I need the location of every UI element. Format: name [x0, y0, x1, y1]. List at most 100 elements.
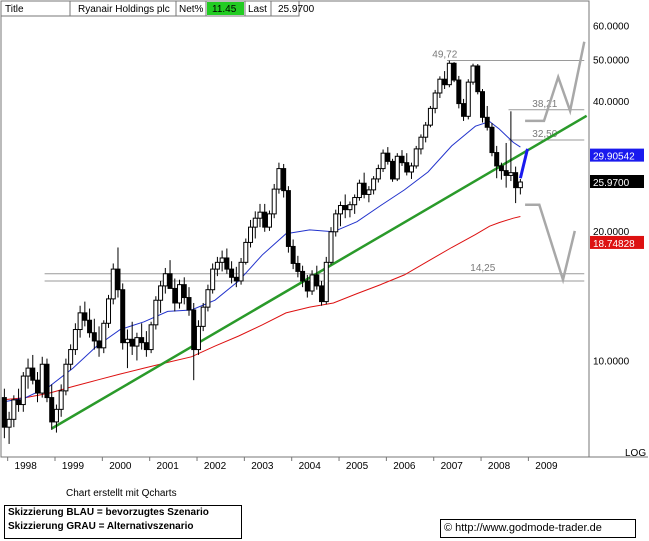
- source-url[interactable]: http://www.godmode-trader.de: [455, 522, 602, 534]
- x-tick-label: 2001: [157, 461, 180, 472]
- candle-body: [300, 270, 306, 282]
- copyright-icon: ©: [444, 522, 453, 534]
- candle-body: [456, 79, 462, 105]
- candle-body: [475, 65, 481, 93]
- candle-body: [356, 182, 362, 199]
- y-tick-label: 20.0000: [593, 227, 630, 238]
- candle-body: [408, 165, 414, 173]
- trend-line: [51, 114, 588, 430]
- price-tag-label: 29.90542: [593, 152, 635, 163]
- candle-body: [323, 261, 329, 303]
- candle-body: [319, 285, 325, 303]
- candle-body: [498, 165, 504, 172]
- x-tick-label: 2002: [204, 461, 227, 472]
- candle-body: [200, 306, 206, 327]
- candle-body: [162, 273, 168, 287]
- candle-body: [517, 181, 523, 189]
- candle-body: [328, 231, 334, 263]
- candle-body: [470, 65, 476, 83]
- y-tick-label: 50.0000: [593, 56, 630, 67]
- candle-body: [87, 319, 93, 334]
- candle-body: [352, 197, 358, 206]
- candle-body: [295, 262, 301, 272]
- candle-body: [77, 312, 83, 331]
- candle-body: [281, 168, 287, 192]
- candle-body: [129, 338, 135, 347]
- candle-body: [285, 190, 291, 247]
- candle-body: [266, 213, 272, 228]
- candle-body: [371, 178, 377, 191]
- scenario-blue: [518, 148, 529, 179]
- candle-body: [30, 367, 36, 381]
- candle-body: [214, 261, 220, 270]
- candle-body: [11, 399, 17, 420]
- support-trendline: [51, 114, 588, 430]
- candle-body: [58, 390, 64, 410]
- x-axis: 1998 1999 2000 2001 2002 2003 2004 2005 2006 2007…: [7, 457, 558, 472]
- candle-body: [229, 268, 235, 278]
- price-tag-box: [590, 175, 644, 189]
- x-tick-label: 2000: [109, 461, 132, 472]
- candle-body: [257, 211, 263, 219]
- scenario-gray-down: [525, 203, 577, 285]
- candle-body: [106, 298, 112, 324]
- chart-credit: Chart erstellt mit Qcharts: [66, 488, 177, 499]
- x-tick-label: 2003: [251, 461, 274, 472]
- candle-body: [442, 78, 448, 86]
- level-label: 14,25: [470, 263, 495, 274]
- header-net-label: Net%: [179, 4, 204, 15]
- candle-body: [1, 397, 7, 428]
- candle-body: [513, 172, 519, 189]
- candle-body: [120, 289, 126, 344]
- level-label: 49,72: [432, 50, 457, 61]
- candle-body: [205, 289, 211, 308]
- header-net-value: 11.45: [212, 4, 237, 15]
- candle-body: [35, 379, 41, 394]
- y-axis: 10.0000 20.0000 40.0000 50.0000 60.0000: [593, 21, 630, 367]
- candle-body: [153, 299, 159, 326]
- candle-body: [446, 62, 452, 86]
- candle-body: [72, 329, 78, 351]
- candle-body: [195, 325, 201, 351]
- candle-body: [304, 280, 310, 292]
- plot-frame: [0, 0, 590, 458]
- price-tag-label: 25.9700: [593, 178, 630, 189]
- candle-body: [342, 205, 348, 211]
- legend-blue-text: Skizzierung BLAU = bevorzugtes Szenario: [8, 507, 209, 518]
- candle-body: [432, 92, 438, 109]
- candlesticks: [1, 60, 523, 444]
- level-label: 32,50: [532, 129, 557, 140]
- candle-body: [63, 363, 69, 392]
- candle-body: [172, 287, 178, 304]
- candle-body: [158, 285, 164, 301]
- header-title-label: Title: [5, 4, 24, 15]
- candle-body: [262, 211, 268, 228]
- scenario-sketches: [518, 41, 586, 285]
- candle-body: [309, 274, 315, 292]
- y-tick-label: 60.0000: [593, 21, 630, 32]
- candle-body: [110, 268, 116, 300]
- candle-body: [413, 148, 419, 167]
- candle-body: [101, 322, 107, 349]
- candle-body: [380, 152, 386, 170]
- candle-body: [399, 155, 405, 164]
- candle-body: [333, 213, 339, 233]
- candle-body: [16, 399, 22, 406]
- moving-average-blue: [1, 120, 521, 403]
- candle-body: [181, 284, 187, 299]
- candle-body: [451, 62, 457, 81]
- price-tag-label: 18.74828: [593, 239, 635, 250]
- candle-body: [465, 81, 471, 117]
- y-tick-label: 10.0000: [593, 356, 630, 367]
- candle-body: [238, 261, 244, 282]
- candle-body: [394, 155, 400, 180]
- candle-body: [290, 245, 296, 264]
- candle-body: [423, 124, 429, 138]
- price-tag-box: [590, 148, 644, 162]
- candle-body: [484, 116, 490, 128]
- candle-body: [82, 312, 88, 321]
- x-tick-label: 2004: [299, 461, 322, 472]
- candle-body: [115, 268, 121, 291]
- candle-body: [210, 268, 216, 291]
- candle-body: [366, 189, 372, 195]
